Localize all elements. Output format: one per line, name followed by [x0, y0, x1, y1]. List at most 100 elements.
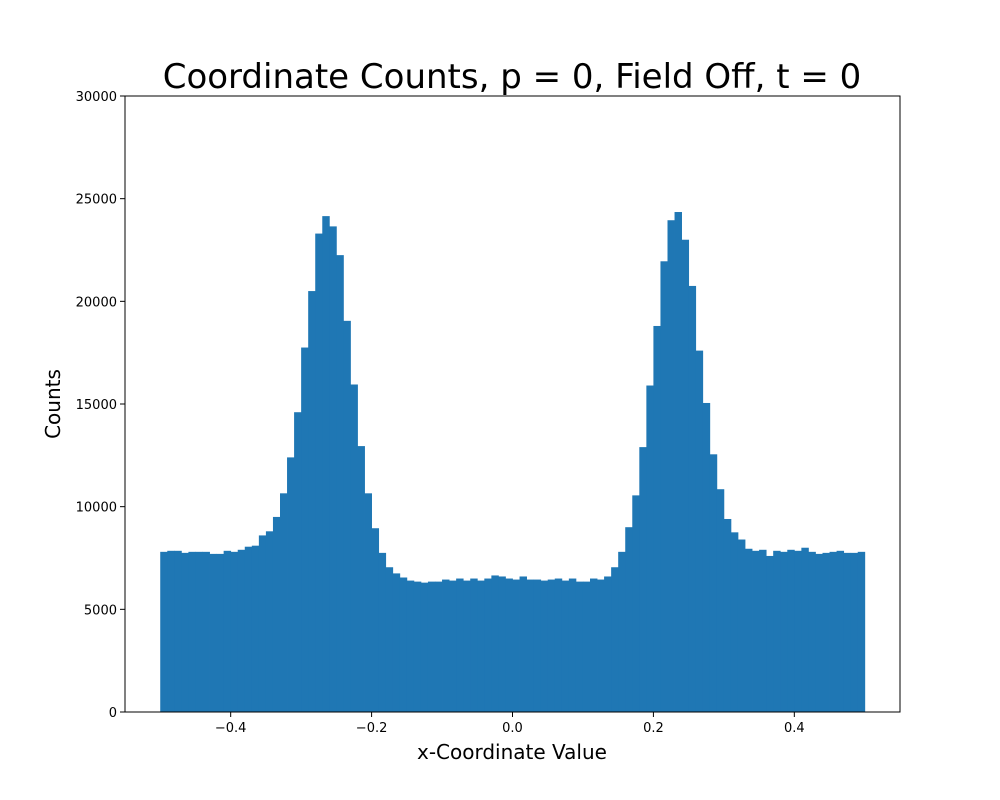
histogram-bar	[625, 527, 633, 712]
histogram-bar	[167, 550, 175, 712]
histogram-bar	[427, 581, 436, 712]
histogram-bar	[413, 581, 422, 712]
histogram-bar	[597, 579, 605, 712]
histogram-bar	[350, 384, 358, 712]
histogram-bar	[160, 551, 168, 712]
histogram-bar	[308, 291, 316, 712]
histogram-bar	[435, 581, 443, 712]
histogram-bar	[470, 578, 478, 712]
histogram-bar	[766, 555, 774, 712]
histogram-bar	[357, 446, 365, 712]
histogram-bar	[646, 385, 654, 712]
histogram-bar	[442, 579, 450, 712]
x-tick-label: −0.4	[215, 721, 247, 736]
histogram-bar	[850, 552, 859, 712]
histogram-bar	[484, 578, 492, 712]
histogram-bar	[223, 550, 232, 712]
histogram-bar	[759, 549, 767, 712]
histogram-bar	[653, 325, 661, 712]
histogram-bar	[561, 580, 570, 712]
histogram-bar	[230, 551, 239, 712]
histogram-bar	[787, 549, 795, 712]
histogram-bar	[822, 552, 830, 712]
histogram-bar	[674, 212, 682, 712]
histogram-bar	[174, 550, 182, 712]
histogram-bar	[519, 576, 527, 712]
histogram-bar	[512, 579, 520, 712]
chart-title: Coordinate Counts, p = 0, Field Off, t =…	[163, 57, 862, 97]
histogram-bar	[301, 347, 309, 712]
x-tick-label: 0.2	[643, 721, 664, 736]
histogram-bar	[188, 551, 196, 712]
histogram-bar	[639, 447, 647, 712]
histogram-bar	[526, 579, 535, 712]
histogram-bar	[272, 516, 281, 712]
histogram-bar	[364, 493, 372, 712]
histogram-bar	[836, 550, 845, 712]
histogram-bar	[477, 580, 485, 712]
histogram-bar	[632, 495, 640, 712]
histogram-bar	[181, 552, 189, 712]
histogram-bar	[808, 551, 816, 712]
histogram-bar	[498, 576, 506, 712]
histogram-bar	[371, 528, 380, 712]
histogram-bar	[540, 580, 549, 712]
y-tick-label: 15000	[76, 398, 117, 413]
histogram-bar	[399, 577, 408, 712]
histogram-bar	[294, 412, 302, 712]
histogram-bar	[265, 531, 274, 712]
histogram-bar	[258, 535, 267, 712]
histogram-bar	[723, 518, 732, 712]
histogram-bar	[280, 493, 288, 712]
histogram-bar	[730, 532, 739, 712]
histogram-bar	[202, 551, 210, 712]
histogram-bar	[315, 233, 323, 712]
y-tick-label: 10000	[76, 501, 117, 516]
y-tick-label: 25000	[76, 193, 117, 208]
y-tick-label: 0	[109, 706, 117, 721]
histogram-bar	[322, 216, 330, 712]
histogram-bar	[590, 578, 598, 712]
histogram-bar	[420, 582, 429, 712]
histogram-bar	[336, 255, 344, 712]
y-axis-label: Counts	[41, 369, 65, 439]
histogram-bar	[195, 551, 203, 712]
histogram-bar	[829, 551, 837, 712]
histogram-bar	[857, 551, 866, 712]
histogram-bar	[554, 578, 563, 712]
histogram-bar	[618, 551, 626, 712]
histogram-bar	[737, 539, 746, 712]
histogram-bar	[237, 549, 246, 712]
histogram-bar	[491, 575, 499, 712]
histogram-bar	[773, 550, 781, 712]
histogram-bar	[681, 239, 690, 712]
histogram-bar	[702, 402, 711, 712]
histogram-bars	[160, 212, 866, 713]
histogram-bar	[794, 550, 802, 712]
histogram-bar	[449, 580, 457, 712]
histogram-bar	[752, 550, 760, 712]
histogram-bar	[843, 552, 852, 712]
x-tick-label: 0.4	[784, 721, 805, 736]
histogram-bar	[667, 220, 675, 712]
histogram-bar	[533, 579, 542, 712]
histogram-bar	[780, 551, 788, 712]
histogram-bar	[604, 576, 612, 712]
histogram-bar	[575, 581, 584, 712]
histogram-bar	[463, 580, 471, 712]
y-axis-ticks: 0 5000 10000 15000 20000 25000 30000	[76, 90, 125, 721]
x-tick-label: −0.2	[356, 721, 388, 736]
x-axis-ticks: −0.4 −0.2 0.0 0.2 0.4	[215, 712, 805, 736]
histogram-bar	[287, 457, 295, 712]
histogram-bar	[547, 579, 556, 712]
histogram-bar	[716, 489, 725, 712]
histogram-bar	[343, 320, 351, 712]
histogram-bar	[582, 581, 591, 712]
y-tick-label: 20000	[76, 295, 117, 310]
y-tick-label: 30000	[76, 90, 117, 105]
histogram-bar	[209, 553, 217, 712]
histogram-bar	[660, 261, 668, 712]
histogram-bar	[611, 567, 619, 712]
histogram-bar	[251, 545, 260, 712]
